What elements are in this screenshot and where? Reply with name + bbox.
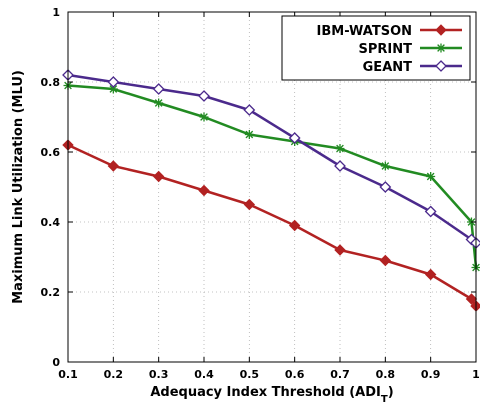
series-ibm-watson (62, 139, 480, 312)
legend-marker-ibm-watson (435, 24, 447, 36)
legend-label-geant: GEANT (363, 60, 412, 75)
y-tick-label: 0.6 (41, 146, 61, 159)
y-tick-label: 0 (52, 356, 60, 369)
x-tick-label: 0.9 (421, 368, 441, 381)
legend: IBM-WATSON SPRINT GEANT (281, 15, 471, 81)
legend-marker-geant (435, 60, 447, 72)
legend-label-sprint: SPRINT (359, 42, 413, 57)
legend-label-ibm-watson: IBM-WATSON (317, 24, 412, 39)
data-point-geant (379, 181, 392, 193)
series-lines (62, 69, 480, 312)
y-tick-label: 1 (52, 6, 60, 19)
data-point-ibm-watson (288, 219, 301, 232)
x-tick-label: 0.5 (240, 368, 260, 381)
series-line-geant (67, 73, 477, 244)
series-geant (62, 69, 480, 249)
x-tick-label: 0.2 (104, 368, 124, 381)
series-line-ibm-watson (67, 143, 478, 307)
data-point-sprint (335, 144, 345, 153)
plot-area-frame (67, 11, 477, 363)
axis-ticks: 0.1 0.2 0.3 0.4 0.5 0.6 0.7 0.8 0.9 1 0 0.2 0.4 0.6 0.… (41, 6, 480, 381)
data-point-geant (152, 83, 165, 95)
data-point-geant (288, 132, 301, 144)
data-point-sprint (426, 172, 436, 181)
x-tick-label: 0.7 (330, 368, 350, 381)
x-tick-label: 0.6 (285, 368, 305, 381)
data-point-ibm-watson (243, 198, 256, 211)
data-point-sprint (199, 112, 209, 122)
y-tick-label: 0.4 (41, 216, 61, 229)
data-point-ibm-watson (379, 254, 392, 267)
data-point-sprint (154, 98, 164, 108)
x-axis-label-close: ) (388, 385, 394, 400)
series-line-sprint (67, 84, 478, 268)
data-point-geant (334, 160, 346, 172)
data-point-sprint (108, 84, 118, 94)
x-tick-label: 0.1 (58, 368, 78, 381)
data-point-geant (243, 104, 256, 116)
data-point-sprint (244, 130, 254, 139)
x-axis-label-main: Adequacy Index Threshold (ADI (150, 385, 381, 400)
series-sprint (63, 81, 480, 272)
y-tick-label: 0.2 (41, 286, 61, 299)
x-tick-label: 0.8 (376, 368, 396, 381)
x-tick-label: 0.4 (194, 368, 214, 381)
x-axis-label: Adequacy Index Threshold (ADIT) (150, 385, 393, 405)
data-point-ibm-watson (152, 170, 165, 183)
legend-marker-sprint (436, 43, 446, 53)
y-axis-label: Maximum Link Utilization (MLU) (11, 70, 26, 304)
data-point-ibm-watson (424, 268, 437, 281)
x-tick-label: 1 (472, 368, 480, 381)
y-tick-label: 0.8 (41, 76, 61, 89)
x-tick-label: 0.3 (149, 368, 169, 381)
grid (68, 12, 476, 362)
data-point-ibm-watson (107, 160, 120, 172)
data-point-geant (424, 205, 437, 218)
data-point-ibm-watson (198, 184, 210, 197)
data-point-sprint (380, 161, 390, 171)
data-point-ibm-watson (465, 293, 478, 305)
x-axis-label-subscript: T (381, 394, 388, 405)
data-point-geant (107, 76, 120, 88)
data-point-ibm-watson (334, 244, 346, 256)
data-point-geant (198, 90, 210, 102)
